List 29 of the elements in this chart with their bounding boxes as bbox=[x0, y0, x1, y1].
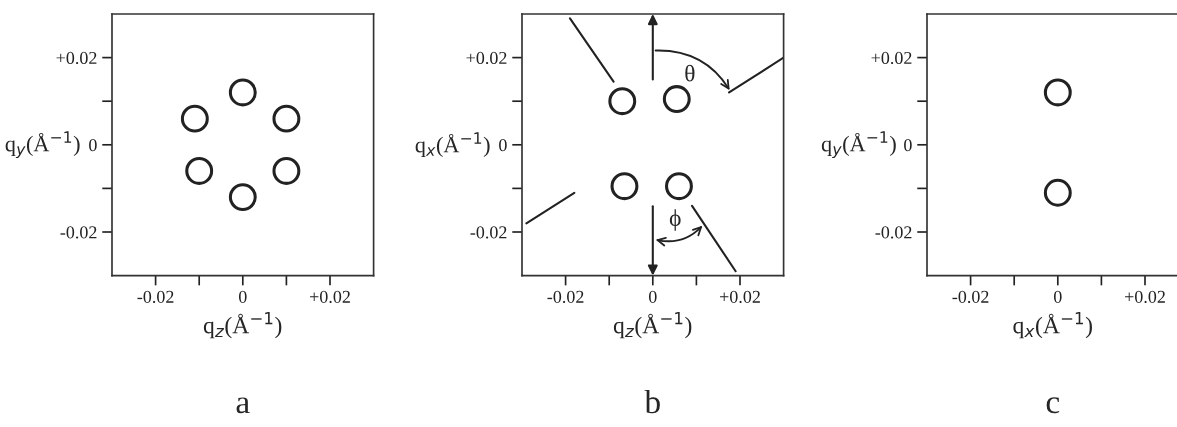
y-tick-label: 0 bbox=[89, 139, 97, 152]
text: a bbox=[236, 397, 250, 414]
y-axis-title: q$_{y}$(Å$^{−1}$) bbox=[821, 131, 896, 159]
y-tick-label: 0 bbox=[499, 139, 507, 152]
x-tick-label: +0.02 bbox=[310, 290, 350, 303]
x-tick-label: 0 bbox=[1053, 290, 1062, 303]
x-tick-label: 0 bbox=[648, 290, 657, 303]
x-axis-title: q$_{z}$(Å$^{−1}$) bbox=[203, 312, 282, 339]
y-tick-label: -0.02 bbox=[470, 226, 507, 239]
x-tick-label: -0.02 bbox=[952, 290, 989, 303]
annotation: θ bbox=[685, 64, 695, 82]
x-tick-label: +0.02 bbox=[1125, 290, 1165, 303]
x-tick-label: +0.02 bbox=[720, 290, 760, 303]
x-tick-label: -0.02 bbox=[137, 290, 174, 303]
annotation: ϕ bbox=[669, 209, 681, 231]
y-tick-label: 0 bbox=[904, 139, 912, 152]
x-tick-label: -0.02 bbox=[547, 290, 584, 303]
x-axis-title: q$_{x}$(Å$^{−1}$) bbox=[1013, 312, 1092, 339]
y-tick-label: +0.02 bbox=[56, 51, 97, 65]
y-axis-title: q$_{y}$(Å$^{−1}$) bbox=[5, 131, 80, 159]
y-tick-label: +0.02 bbox=[466, 51, 507, 65]
x-tick-label: 0 bbox=[238, 290, 247, 303]
text: c bbox=[1046, 397, 1060, 414]
y-tick-label: -0.02 bbox=[875, 226, 912, 239]
y-tick-label: +0.02 bbox=[871, 51, 912, 65]
y-tick-label: -0.02 bbox=[60, 226, 97, 239]
x-axis-title: q$_{z}$(Å$^{−1}$) bbox=[613, 312, 692, 339]
y-axis-title: q$_{x}$(Å$^{−1}$) bbox=[415, 132, 490, 157]
text: b bbox=[644, 389, 660, 414]
